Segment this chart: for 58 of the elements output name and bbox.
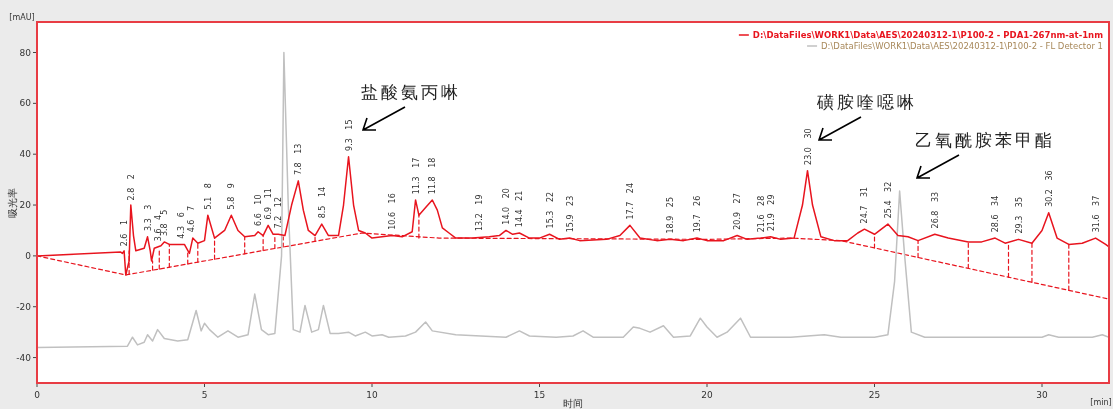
y-tick-label: -20 xyxy=(16,301,32,312)
y-tick-label: 40 xyxy=(19,149,32,160)
annotation: 30.2 36 xyxy=(1044,170,1054,207)
annotation: 28.6 34 xyxy=(991,195,1001,233)
annotation: 26.8 33 xyxy=(930,191,940,229)
annotation: 5.8 9 xyxy=(227,183,237,210)
y-tick-label: -40 xyxy=(16,352,32,363)
annotation: 7.8 13 xyxy=(294,143,304,176)
y-tick-label: 0 xyxy=(25,250,32,261)
legend-label: D:\DataFiles\WORK1\Data\AES\20240312-1\P100-2 - PDA1-267nm-at-1nm xyxy=(752,30,1104,40)
x-tick-label: 10 xyxy=(366,390,378,400)
legend-label: D:\DataFiles\WORK1\Data\AES\20240312-1\P100-2 - FL Detector 1 xyxy=(821,41,1103,51)
annotation: 7.2 12 xyxy=(274,197,284,229)
annotation: 20.9 27 xyxy=(733,193,743,230)
annotation: 14.0 20 xyxy=(502,188,511,225)
y-tick-label: 80 xyxy=(19,47,32,58)
annotation: 11.3 17 xyxy=(411,157,421,195)
x-tick-label: 25 xyxy=(868,390,881,400)
annotation: 9.3 15 xyxy=(344,119,354,151)
annotation: 19.7 26 xyxy=(692,195,702,233)
annotation: 2.8 2 xyxy=(126,174,136,201)
x-tick-label: 15 xyxy=(533,390,546,400)
annotation: 4.3 6 xyxy=(177,212,187,239)
annotation: 18.9 25 xyxy=(666,197,676,234)
x-tick-label: 20 xyxy=(701,390,713,400)
annotation: 31.6 37 xyxy=(1091,195,1101,233)
text: [min] xyxy=(1090,398,1112,407)
annotation: 21.6 28 xyxy=(756,195,766,233)
annotation: 29.3 35 xyxy=(1014,197,1024,234)
annotation: 10.6 16 xyxy=(388,193,398,230)
annotation: 2.6 1 xyxy=(120,219,130,247)
annotation: 8.5 14 xyxy=(317,186,327,219)
y-tick-label: 20 xyxy=(19,200,32,211)
annotation: 4.6 7 xyxy=(187,205,197,233)
annotation: 15.9 23 xyxy=(565,195,575,233)
annotation: 24.7 31 xyxy=(860,186,870,224)
annotation: 盐酸氨丙啉 xyxy=(361,82,461,102)
annotation: 21.9 29 xyxy=(766,194,776,232)
x-tick-label: 5 xyxy=(201,390,208,400)
x-tick-label: 30 xyxy=(1036,390,1048,400)
y-tick-label: 60 xyxy=(19,98,32,109)
annotation: 14.4 21 xyxy=(515,190,525,228)
annotation: 6.9 11 xyxy=(264,188,274,220)
annotation: 25.4 32 xyxy=(883,181,893,219)
annotation: 23.0 30 xyxy=(803,128,813,165)
x-axis-title: 时间 xyxy=(563,398,583,409)
annotation: 3.3 3 xyxy=(143,204,153,232)
annotation: 乙氧酰胺苯甲酯 xyxy=(915,130,1055,150)
annotation: 11.8 18 xyxy=(428,157,438,195)
text: [mAU] xyxy=(9,13,35,22)
annotation: 17.7 24 xyxy=(625,183,635,220)
annotation: 13.2 19 xyxy=(475,194,485,232)
annotation: 5.1 8 xyxy=(203,183,213,210)
x-tick-label: 0 xyxy=(34,390,41,400)
annotation: 15.3 22 xyxy=(545,191,555,229)
annotation: 6.6 10 xyxy=(254,194,264,226)
annotation: 磺胺喹噁啉 xyxy=(816,92,917,112)
y-axis-title: 吸光率 xyxy=(7,187,18,218)
